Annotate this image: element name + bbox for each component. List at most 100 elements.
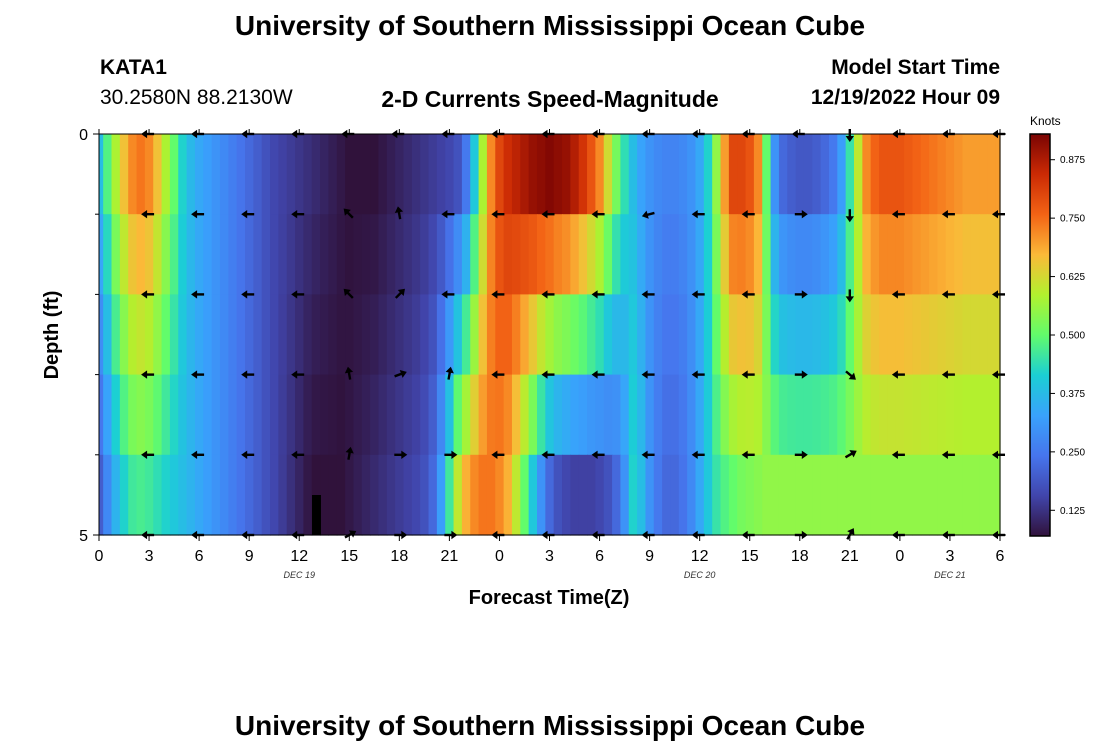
heatmap-cell	[929, 134, 939, 215]
vector-head	[291, 370, 298, 379]
current-vector	[741, 210, 755, 219]
heatmap-cell	[737, 134, 747, 215]
heatmap-cell	[203, 134, 213, 215]
heatmap-cell	[979, 134, 989, 215]
colorbar: 0.125 0.250 0.375 0.500 0.625 0.750 0.875	[1029, 133, 1085, 537]
heatmap-cell	[887, 134, 897, 215]
heatmap-cell	[495, 214, 505, 295]
vector-head	[992, 450, 998, 459]
heatmap-cell	[278, 374, 288, 456]
heatmap-cell	[136, 214, 146, 295]
heatmap-cell	[503, 454, 513, 536]
heatmap-cell	[920, 214, 930, 295]
vector-head	[941, 210, 948, 219]
heatmap-cell	[169, 374, 179, 456]
colorbar-tick-label: 0.125	[1060, 506, 1085, 517]
heatmap-cell	[753, 294, 763, 376]
heatmap-cell	[637, 454, 647, 536]
heatmap-cell	[103, 374, 113, 456]
heatmap-cell	[186, 214, 196, 295]
current-vector	[541, 290, 555, 299]
heatmap-cell	[461, 294, 471, 376]
heatmap-cell	[295, 374, 304, 456]
heatmap-cell	[453, 134, 463, 215]
vector-head	[541, 210, 548, 219]
heatmap-cell	[737, 214, 747, 295]
heatmap-cell	[203, 214, 213, 295]
heatmap-cell	[920, 134, 930, 215]
heatmap-cell	[320, 454, 330, 536]
heatmap-cell	[236, 214, 246, 295]
heatmap-cell	[712, 134, 722, 215]
heatmap-cell	[436, 294, 446, 376]
heatmap-cell	[361, 374, 371, 456]
heatmap-cell	[470, 454, 480, 536]
heatmap-cell	[662, 294, 672, 376]
heatmap-cell	[486, 294, 496, 376]
heatmap-cell	[403, 214, 413, 295]
heatmap-cell	[119, 374, 129, 456]
station-id: KATA1	[100, 56, 167, 79]
x-tick-label: 9	[245, 548, 254, 565]
heatmap-cell	[536, 134, 546, 215]
heatmap-cell	[712, 294, 722, 376]
heatmap-cell	[386, 294, 396, 376]
heatmap-cell	[428, 134, 438, 215]
heatmap-cell	[645, 374, 655, 456]
heatmap-cell	[678, 134, 688, 215]
current-vector	[241, 290, 255, 299]
current-vector	[691, 450, 705, 459]
heatmap-cell	[570, 134, 580, 215]
vector-head	[941, 450, 948, 459]
heatmap-cell	[186, 294, 196, 376]
x-axis: 0 3 6 9 12 15 18 21 0 3 6 9 12 15 18 21 0 3 6 DEC 19 DEC 20 D…	[95, 129, 1005, 580]
heatmap-cell	[662, 134, 672, 215]
vector-head	[801, 210, 808, 219]
heatmap-cell	[361, 294, 371, 376]
heatmap-cell	[562, 454, 571, 536]
heatmap-cell	[169, 134, 179, 215]
heatmap-cell	[203, 454, 213, 536]
heatmap-cell	[803, 134, 813, 215]
heatmap-cell	[303, 294, 313, 376]
heatmap-cell	[295, 214, 304, 295]
vector-head	[441, 290, 448, 299]
heatmap-cell	[328, 134, 338, 215]
heatmap-cell	[253, 374, 263, 456]
heatmap-cell	[99, 214, 104, 295]
current-vector	[343, 208, 354, 219]
vector-head	[345, 446, 354, 454]
heatmap-cell	[620, 214, 630, 295]
heatmap-cell	[553, 374, 563, 456]
heatmap-cell	[486, 214, 496, 295]
heatmap-cell	[119, 214, 129, 295]
heatmap-cell	[837, 294, 847, 376]
vector-head	[291, 290, 298, 299]
vector-head	[191, 450, 198, 459]
heatmap-cell	[962, 214, 972, 295]
heatmap-cell	[703, 134, 713, 215]
model-start-label: Model Start Time	[831, 56, 1000, 79]
heatmap-cell	[695, 454, 705, 536]
current-vector	[241, 370, 255, 379]
heatmap-cell	[820, 454, 830, 536]
x-tick-label: 0	[895, 548, 904, 565]
heatmap-cell	[920, 374, 930, 456]
heatmap-cell	[812, 134, 822, 215]
x-axis-label: Forecast Time(Z)	[469, 587, 630, 609]
heatmap-cell	[136, 134, 146, 215]
heatmap-cell	[703, 294, 713, 376]
heatmap-cell	[904, 454, 913, 536]
heatmap-cell	[687, 454, 697, 536]
heatmap-cell	[395, 374, 405, 456]
heatmap-cell	[653, 454, 663, 536]
heatmap-cell	[403, 454, 413, 536]
heatmap-cell	[820, 374, 830, 456]
heatmap-cell	[578, 214, 588, 295]
heatmap-cell	[320, 374, 330, 456]
heatmap-cell	[286, 294, 296, 376]
heatmap-cell	[837, 134, 847, 215]
heatmap-cell	[161, 374, 171, 456]
heatmap-cell	[99, 454, 104, 536]
heatmap-cell	[353, 214, 363, 295]
